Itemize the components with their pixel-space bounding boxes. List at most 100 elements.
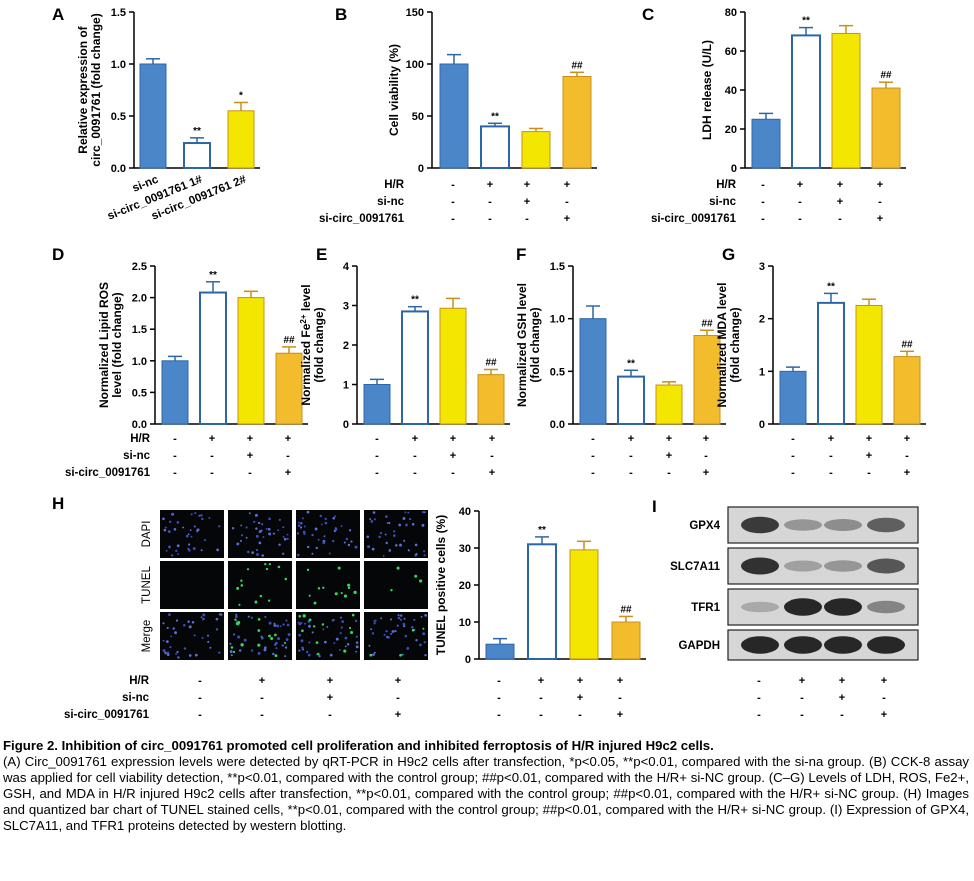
panel-letter-a: A xyxy=(52,5,64,24)
tunel-positive-cell xyxy=(399,653,402,657)
y-tick-label: 1 xyxy=(759,366,765,378)
dapi-nucleus xyxy=(256,553,259,556)
dapi-nucleus xyxy=(405,523,408,527)
condition-sign: + xyxy=(703,467,709,479)
tunel-positive-cell xyxy=(347,583,351,587)
dapi-nucleus xyxy=(345,537,349,541)
significance-label: ** xyxy=(802,16,810,27)
dapi-nucleus xyxy=(203,539,207,542)
condition-sign: + xyxy=(524,179,530,191)
dapi-nucleus xyxy=(253,520,256,523)
dapi-nucleus xyxy=(218,525,221,528)
dapi-nucleus xyxy=(230,654,233,657)
dapi-nucleus xyxy=(386,521,389,525)
y-axis-label: Normalized GSH level xyxy=(515,283,529,407)
dapi-nucleus xyxy=(169,645,172,649)
tunel-positive-cell xyxy=(257,629,261,632)
dapi-nucleus xyxy=(234,615,238,619)
tunel-positive-cell xyxy=(349,626,352,629)
condition-sign: - xyxy=(248,467,252,479)
dapi-nucleus xyxy=(166,626,169,630)
dapi-nucleus xyxy=(389,618,393,621)
microscopy-tile xyxy=(228,510,292,558)
microscopy-tile xyxy=(160,561,224,609)
dapi-nucleus xyxy=(287,633,291,637)
y-tick-label: 50 xyxy=(412,111,424,123)
protein-band xyxy=(824,636,862,654)
significance-label: ** xyxy=(209,270,217,281)
dapi-nucleus xyxy=(268,517,271,521)
condition-sign: - xyxy=(591,450,595,462)
y-tick-label: 0.0 xyxy=(132,419,147,431)
panel-letter-f: F xyxy=(516,245,526,264)
tunel-positive-cell xyxy=(284,641,287,644)
condition-sign: - xyxy=(375,450,379,462)
y-tick-label: 60 xyxy=(725,46,737,58)
dapi-nucleus xyxy=(339,616,342,619)
bar xyxy=(439,307,467,425)
dapi-nucleus xyxy=(348,529,352,532)
dapi-nucleus xyxy=(334,515,337,518)
tunel-positive-cell xyxy=(236,586,240,590)
tunel-positive-cell xyxy=(322,586,325,589)
condition-sign: - xyxy=(328,709,332,721)
dapi-nucleus xyxy=(168,545,171,549)
dapi-nucleus xyxy=(187,543,191,546)
bar xyxy=(871,87,901,169)
bar xyxy=(562,75,592,169)
tunel-positive-cell xyxy=(284,577,288,581)
dapi-nucleus xyxy=(368,644,371,647)
dapi-nucleus xyxy=(193,634,196,637)
tunel-positive-cell xyxy=(411,628,415,632)
microscopy-tile xyxy=(228,561,292,609)
dapi-nucleus xyxy=(387,636,390,639)
dapi-nucleus xyxy=(322,541,326,545)
panel-letter-d: D xyxy=(52,245,64,264)
bar xyxy=(480,125,510,169)
panel-letter-c: C xyxy=(642,5,654,24)
chart-panel-a: 0.0 0.5 1.0 1.5 Relative expression of circ_0… xyxy=(76,7,260,223)
dapi-nucleus xyxy=(201,517,204,521)
condition-sign: - xyxy=(451,467,455,479)
y-tick-label: 10 xyxy=(459,617,471,629)
condition-sign: + xyxy=(866,450,872,462)
bar xyxy=(439,63,469,169)
tunel-positive-cell xyxy=(232,650,236,654)
tunel-positive-cell xyxy=(302,614,306,618)
bar xyxy=(227,110,255,169)
dapi-nucleus xyxy=(408,518,411,521)
dapi-nucleus xyxy=(282,552,285,555)
bar xyxy=(401,310,429,425)
condition-sign: + xyxy=(450,433,456,445)
dapi-nucleus xyxy=(267,527,271,531)
dapi-nucleus xyxy=(247,550,250,554)
bar xyxy=(183,142,211,169)
dapi-nucleus xyxy=(354,545,358,549)
dapi-nucleus xyxy=(390,632,393,635)
dapi-nucleus xyxy=(281,644,285,647)
tunel-positive-cell xyxy=(257,618,261,621)
dapi-nucleus xyxy=(314,527,318,531)
dapi-nucleus xyxy=(187,620,190,623)
condition-sign: - xyxy=(829,450,833,462)
dapi-nucleus xyxy=(374,619,377,622)
dapi-nucleus xyxy=(322,628,325,631)
dapi-nucleus xyxy=(220,613,223,616)
dapi-nucleus xyxy=(423,641,426,644)
dapi-nucleus xyxy=(306,510,310,514)
significance-label: ** xyxy=(627,358,635,369)
condition-sign: + xyxy=(703,433,709,445)
condition-sign: - xyxy=(757,675,761,687)
dapi-nucleus xyxy=(423,550,426,553)
condition-label: H/R xyxy=(130,433,151,445)
dapi-nucleus xyxy=(236,542,240,546)
condition-label: H/R xyxy=(716,179,737,191)
protein-label: SLC7A11 xyxy=(670,561,720,573)
condition-sign: + xyxy=(797,179,803,191)
dapi-nucleus xyxy=(347,543,351,547)
y-tick-label: 150 xyxy=(406,7,424,19)
dapi-nucleus xyxy=(162,639,165,642)
condition-sign: - xyxy=(591,433,595,445)
dapi-nucleus xyxy=(382,555,385,557)
conditions-b: H/R - + + + si-nc - - + - si-circ_0091761 - - - + xyxy=(319,179,570,225)
